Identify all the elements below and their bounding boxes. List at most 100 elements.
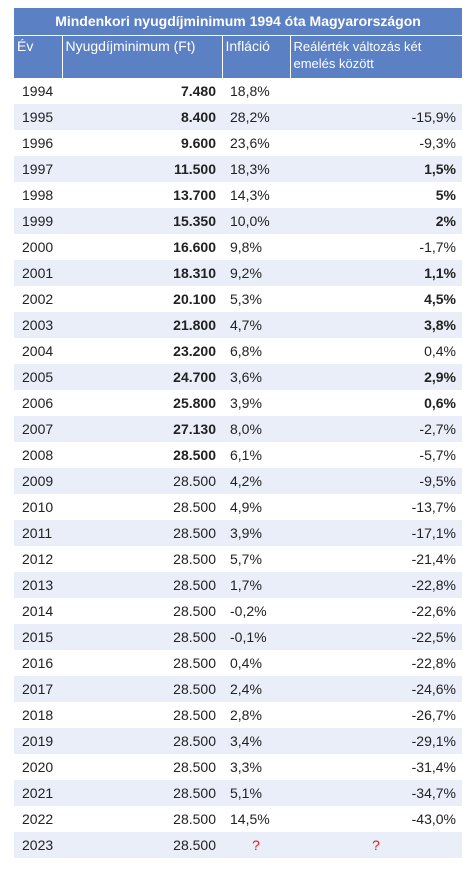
inflation-cell: -0,1% — [222, 624, 290, 650]
year-cell: 1995 — [14, 104, 62, 130]
inflation-cell: 14,5% — [230, 811, 270, 827]
year-cell: 1998 — [22, 187, 54, 203]
pension-cell: 25.800 — [173, 395, 216, 411]
pension-cell: 28.500 — [173, 811, 216, 827]
table-row: 2006 25.800 3,9% 0,6% — [14, 390, 462, 416]
real-change-cell: 2,9% — [290, 364, 462, 390]
inflation-cell: 1,7% — [222, 572, 290, 598]
year-cell: 1997 — [14, 156, 62, 182]
inflation-cell: 5,1% — [222, 780, 290, 806]
table-title: Mindenkori nyugdíjminimum 1994 óta Magya… — [14, 8, 462, 36]
year-cell: 2013 — [14, 572, 62, 598]
pension-cell: 28.500 — [62, 780, 222, 806]
pension-cell: 7.480 — [180, 83, 216, 99]
year-cell: 2022 — [22, 811, 54, 827]
column-header: Év — [14, 36, 63, 78]
inflation-cell: 3,4% — [222, 728, 290, 754]
year-cell: 2005 — [14, 364, 62, 390]
pension-cell: 16.600 — [173, 239, 216, 255]
year-cell: 1996 — [22, 135, 54, 151]
pension-cell: 28.500 — [173, 603, 216, 619]
year-cell: 2007 — [14, 416, 62, 442]
pension-cell: 28.500 — [62, 572, 222, 598]
pension-cell: 21.800 — [62, 312, 222, 338]
real-change-cell: -43,0% — [411, 811, 456, 827]
table-row: 2009 28.500 4,2% -9,5% — [14, 468, 462, 494]
table-container: Mindenkori nyugdíjminimum 1994 óta Magya… — [14, 8, 462, 858]
real-change-cell: -29,1% — [290, 728, 462, 754]
real-change-cell: -22,8% — [411, 655, 456, 671]
real-change-cell: 5% — [435, 187, 456, 203]
year-cell: 2004 — [22, 343, 54, 359]
real-change-cell: -24,6% — [290, 676, 462, 702]
real-change-cell: 2% — [290, 208, 462, 234]
year-cell: 2001 — [14, 260, 62, 286]
table-row: 2011 28.500 3,9% -17,1% — [14, 520, 462, 546]
real-change-cell: -31,4% — [411, 759, 456, 775]
year-cell: 2010 — [22, 499, 54, 515]
year-cell: 2023 — [14, 832, 62, 858]
year-cell: 2009 — [14, 468, 62, 494]
inflation-cell: 3,9% — [230, 395, 262, 411]
inflation-cell: 2,8% — [230, 707, 262, 723]
year-cell: 2003 — [14, 312, 62, 338]
year-cell: 2020 — [22, 759, 54, 775]
inflation-cell: -0,2% — [230, 603, 267, 619]
inflation-cell: 4,7% — [222, 312, 290, 338]
table-row: 2005 24.700 3,6% 2,9% — [14, 364, 462, 390]
table-row: 2013 28.500 1,7% -22,8% — [14, 572, 462, 598]
pension-cell: 28.500 — [62, 520, 222, 546]
table-row: 1994 7.480 18,8% — [14, 78, 462, 104]
inflation-cell: 9,8% — [230, 239, 262, 255]
pension-cell: 28.500 — [173, 707, 216, 723]
pension-cell: 27.130 — [62, 416, 222, 442]
pension-cell: 15.350 — [62, 208, 222, 234]
pension-cell: 13.700 — [173, 187, 216, 203]
inflation-cell: 6,8% — [230, 343, 262, 359]
column-header: Nyugdíjminimum (Ft) — [62, 36, 223, 78]
real-change-cell: -22,6% — [411, 603, 456, 619]
year-cell: 2014 — [22, 603, 54, 619]
real-change-cell: -15,9% — [290, 104, 462, 130]
table-row: 2019 28.500 3,4% -29,1% — [14, 728, 462, 754]
year-cell: 2000 — [22, 239, 54, 255]
table-row: 2004 23.200 6,8% 0,4% — [14, 338, 462, 364]
real-change-cell: 1,1% — [290, 260, 462, 286]
year-cell: 2006 — [22, 395, 54, 411]
table-row: 2021 28.500 5,1% -34,7% — [14, 780, 462, 806]
pension-cell: 11.500 — [62, 156, 222, 182]
real-change-cell: -9,3% — [419, 135, 456, 151]
table-row: 2023 28.500?? — [14, 832, 462, 858]
pension-cell: 9.600 — [180, 135, 216, 151]
pension-cell: 28.500 — [173, 759, 216, 775]
year-cell: 2015 — [14, 624, 62, 650]
table-row: 2012 28.500 5,7% -21,4% — [14, 546, 462, 572]
pension-cell: 18.310 — [62, 260, 222, 286]
inflation-cell: ? — [222, 832, 290, 858]
inflation-cell: 14,3% — [230, 187, 270, 203]
table-row: 2014 28.500 -0,2% -22,6% — [14, 598, 462, 624]
real-change-cell: -17,1% — [290, 520, 462, 546]
pension-cell: 28.500 — [62, 624, 222, 650]
real-change-cell: -2,7% — [290, 416, 462, 442]
inflation-cell: 23,6% — [230, 135, 270, 151]
inflation-cell: 3,6% — [222, 364, 290, 390]
real-change-cell: -22,5% — [290, 624, 462, 650]
pension-cell: 28.500 — [62, 468, 222, 494]
pension-cell: 20.100 — [173, 291, 216, 307]
pension-cell: 8.400 — [62, 104, 222, 130]
table-row: 1999 15.350 10,0% 2% — [14, 208, 462, 234]
table-row: 2003 21.800 4,7% 3,8% — [14, 312, 462, 338]
table-row: 2001 18.310 9,2% 1,1% — [14, 260, 462, 286]
table-row: 2022 28.500 14,5% -43,0% — [14, 806, 462, 832]
year-cell: 2011 — [14, 520, 62, 546]
real-change-cell: -5,7% — [419, 447, 456, 463]
real-change-cell: ? — [290, 832, 462, 858]
pension-cell: 28.500 — [173, 447, 216, 463]
real-change-cell: 0,4% — [424, 343, 456, 359]
year-cell: 2017 — [14, 676, 62, 702]
table-row: 2016 28.500 0,4% -22,8% — [14, 650, 462, 676]
inflation-cell: 28,2% — [222, 104, 290, 130]
inflation-cell: 4,2% — [222, 468, 290, 494]
